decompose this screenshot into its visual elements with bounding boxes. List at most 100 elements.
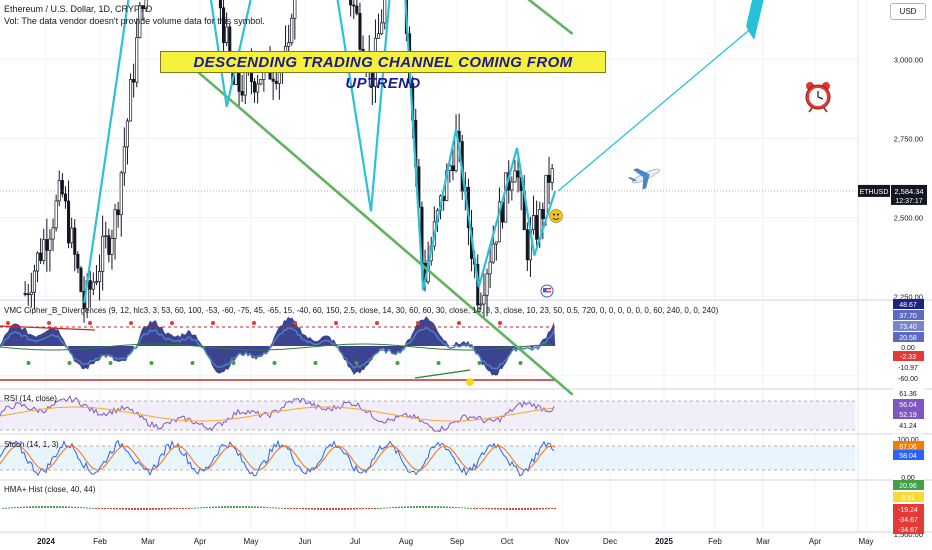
airplane-tail	[628, 176, 637, 182]
hma-hist-bar	[476, 508, 478, 509]
stoch-indicator-label[interactable]: Stoch (14, 1, 3)	[4, 440, 59, 449]
hma-hist-bar	[383, 507, 385, 509]
indicator-value-label: -19.24	[898, 507, 918, 514]
indicator-value-tag	[893, 524, 924, 534]
hma-indicator-label[interactable]: HMA+ Hist (close, 40, 44)	[4, 485, 96, 494]
candle-body	[271, 78, 275, 82]
hma-hist-bar	[542, 508, 544, 510]
price-axis[interactable]: 4,750.004,500.004,250.004,000.003,750.00…	[0, 0, 927, 539]
hma-hist-bar	[509, 508, 511, 510]
rsi-indicator-label[interactable]: RSI (14, close)	[4, 394, 57, 403]
hma-hist-bar	[431, 506, 433, 508]
candle-body	[287, 42, 291, 47]
hma-hist-bar	[290, 508, 292, 509]
hma-hist-bar	[8, 507, 10, 509]
indicator-value-tag	[893, 332, 924, 342]
vmc-signal-dot	[416, 321, 420, 325]
indicator-value-tag	[893, 409, 924, 419]
candle-body	[252, 81, 257, 93]
hma-hist-bar	[524, 508, 526, 510]
smiley-face	[549, 209, 563, 223]
hma-hist-bar	[392, 507, 394, 509]
candle-body	[256, 83, 260, 93]
hma-hist-bar	[473, 508, 475, 509]
hma-hist-bar	[194, 507, 196, 509]
volume-note: Vol: The data vendor doesn't provide vol…	[4, 16, 265, 26]
hma-hist-bar	[53, 506, 55, 508]
hma-hist-bar	[182, 508, 184, 509]
hma-hist-bar	[44, 506, 46, 508]
time-axis[interactable]: 2024 Feb Mar Apr May Jun Jul Aug Sep Oct Nov Dec 202…	[37, 537, 873, 546]
hma-hist-bar	[443, 506, 445, 508]
hma-hist-bar	[311, 508, 313, 510]
candle-body	[535, 215, 539, 240]
stoch-d-line	[0, 445, 556, 471]
vmc-signal-dot	[47, 321, 51, 325]
hma-hist-bar	[425, 506, 427, 508]
hma-hist-bar	[359, 508, 361, 510]
candle-body	[66, 200, 71, 244]
vmc-signal-dot	[477, 361, 482, 365]
indicator-value-tag	[893, 373, 924, 383]
candle-body	[94, 281, 98, 283]
hma-hist-bar	[116, 508, 118, 510]
indicator-value-tag	[893, 450, 924, 460]
candle-body	[504, 172, 508, 223]
candle-body	[60, 180, 64, 195]
vmc-signal-dot	[272, 361, 277, 365]
hma-hist-bar	[152, 508, 154, 510]
hma-hist-bar	[125, 508, 127, 510]
candle-body	[516, 170, 520, 178]
hma-hist-bar	[362, 508, 364, 509]
hma-hist-bar	[236, 506, 238, 508]
airplane-wing	[633, 168, 650, 178]
indicator-value-tag	[893, 434, 924, 444]
vmc-indicator-label[interactable]: VMC Cipher_B_Divergences (9, 12, hlc3, 3…	[4, 306, 719, 315]
hma-hist-bar	[299, 508, 301, 510]
candle-body	[32, 270, 36, 293]
hma-hist-bar	[302, 508, 304, 510]
indicator-value-label: -34.67	[898, 527, 918, 534]
hma-hist-bar	[293, 508, 295, 509]
candle-body	[79, 267, 83, 292]
candle-body	[39, 252, 43, 261]
indicator-value-label: 48.67	[899, 302, 917, 309]
hma-hist-bar	[149, 508, 151, 510]
hma-hist-bar	[305, 508, 307, 510]
hma-hist-bar	[80, 507, 82, 509]
hma-hist-bar	[449, 506, 451, 508]
hma-hist-bar	[272, 507, 274, 509]
candle-body	[352, 4, 356, 7]
hma-hist-bar	[77, 506, 79, 508]
airplane-icon	[628, 168, 660, 190]
hma-hist-bar	[479, 508, 481, 509]
hma-hist-bar	[62, 506, 64, 508]
indicator-value-label: 20.58	[899, 335, 917, 342]
candle-body	[218, 0, 222, 9]
hma-hist-bar	[281, 507, 283, 509]
indicator-value-tag	[893, 310, 924, 320]
vmc-signal-dot	[6, 321, 10, 325]
candle-body	[274, 80, 278, 84]
hma-hist-bar	[455, 506, 457, 508]
vmc-signal-dot	[129, 321, 133, 325]
indicator-value-label: 0.00	[901, 475, 915, 482]
currency-button[interactable]: USD	[890, 3, 926, 20]
vmc-signal-dot	[149, 361, 154, 365]
candle-body	[380, 22, 384, 35]
vmc-signal-dot	[518, 361, 523, 365]
hma-hist-bar	[401, 506, 403, 508]
hma-hist-bar	[221, 506, 223, 508]
hma-hist-bar	[95, 508, 97, 509]
candle-body	[107, 235, 111, 255]
hma-hist-bar	[173, 508, 175, 509]
hma-hist-bar	[470, 507, 472, 509]
candle-body	[70, 227, 74, 244]
hma-hist-bar	[275, 507, 277, 509]
hma-hist-bar	[308, 508, 310, 510]
indicator-value-label: 9.81	[901, 495, 915, 502]
candle-body	[550, 168, 554, 183]
hma-hist-bar	[464, 507, 466, 509]
indicator-value-label: 20.96	[899, 483, 917, 490]
